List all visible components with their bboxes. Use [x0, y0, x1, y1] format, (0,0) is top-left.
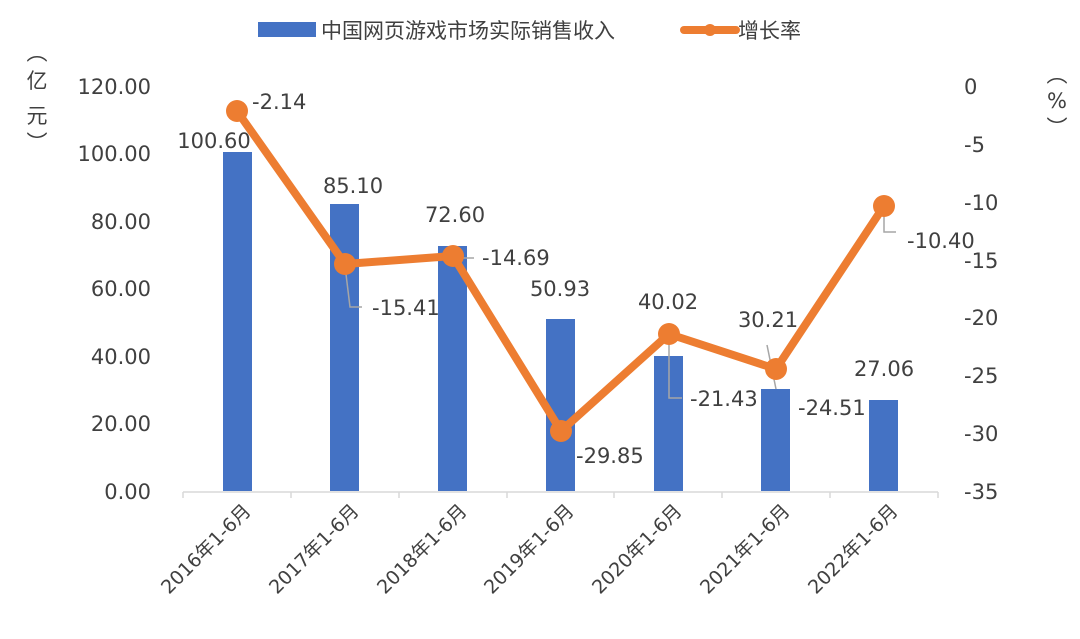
x-tick: 2021年1-6月 [696, 500, 795, 599]
x-tick: 2022年1-6月 [804, 500, 903, 599]
x-tick-labels: 2016年1-6月 2017年1-6月 2018年1-6月 2019年1-6月 … [157, 500, 903, 599]
bar-label: 100.60 [177, 129, 250, 153]
line-label: -14.69 [482, 246, 550, 270]
line-label: -21.43 [690, 387, 758, 411]
legend: 中国网页游戏市场实际销售收入 增长率 [258, 19, 801, 43]
left-tick: 60.00 [91, 277, 151, 301]
x-tick: 2017年1-6月 [265, 500, 364, 599]
right-axis-unit: ︵ % ︶ [1047, 63, 1068, 140]
left-tick: 80.00 [91, 210, 151, 234]
right-tick: -10 [964, 191, 998, 215]
left-unit-paren-open: ︵ [27, 41, 48, 65]
bar-data-labels: 100.60 85.10 72.60 50.93 40.02 30.21 27.… [177, 129, 914, 381]
legend-line-label: 增长率 [738, 19, 801, 43]
line-label: -10.40 [907, 229, 975, 253]
line-label: -2.14 [252, 90, 306, 114]
x-tick: 2020年1-6月 [588, 500, 687, 599]
x-axis [182, 491, 939, 498]
legend-bar-swatch [258, 22, 316, 37]
bar-label: 85.10 [323, 174, 383, 198]
bar-2016 [223, 152, 252, 491]
line-series [226, 100, 895, 442]
bar-2022 [869, 400, 898, 491]
left-tick: 0.00 [104, 480, 151, 504]
right-tick: -5 [964, 133, 985, 157]
bar-label: 72.60 [425, 203, 485, 227]
line-label: -29.85 [576, 444, 644, 468]
left-tick: 120.00 [78, 75, 151, 99]
line-point-2021 [765, 358, 787, 380]
line-point-2018 [442, 245, 464, 267]
right-axis: 0 -5 -10 -15 -20 -25 -30 -35 [964, 75, 998, 504]
bar-2018 [438, 246, 467, 491]
x-tick: 2016年1-6月 [157, 500, 256, 599]
bar-label: 40.02 [638, 290, 698, 314]
bar-2019 [546, 319, 575, 491]
right-tick: -35 [964, 480, 998, 504]
line-point-2017 [334, 253, 356, 275]
left-tick: 20.00 [91, 412, 151, 436]
right-tick: -25 [964, 364, 998, 388]
line-data-labels: -2.14 -15.41 -14.69 -29.85 -21.43 -24.51… [252, 90, 975, 468]
bar-label: 30.21 [738, 308, 798, 332]
legend-line-marker-icon [704, 24, 716, 36]
left-unit-paren-close: ︶ [27, 131, 48, 155]
line-label: -24.51 [798, 396, 866, 420]
left-unit-char-1: 亿 [27, 69, 48, 93]
line-point-2020 [658, 323, 680, 345]
right-tick: 0 [964, 75, 977, 99]
right-tick: -15 [964, 249, 998, 273]
right-unit-char: % [1047, 89, 1067, 113]
legend-bar-label: 中国网页游戏市场实际销售收入 [321, 19, 615, 43]
line-point-2016 [226, 100, 248, 122]
line-label: -15.41 [372, 296, 440, 320]
line-point-2022 [873, 195, 895, 217]
left-axis-unit: ︵ 亿 元 ︶ [27, 41, 48, 155]
x-tick: 2019年1-6月 [480, 500, 579, 599]
bar-2021 [761, 389, 790, 491]
bar-series [223, 152, 898, 491]
right-unit-paren-close: ︶ [1047, 116, 1068, 140]
bar-label: 27.06 [854, 357, 914, 381]
left-axis: 120.00 100.00 80.00 60.00 40.00 20.00 0.… [78, 75, 151, 504]
line-point-2019 [550, 420, 572, 442]
x-tick: 2018年1-6月 [373, 500, 472, 599]
left-tick: 40.00 [91, 345, 151, 369]
right-tick: -30 [964, 422, 998, 446]
left-tick: 100.00 [78, 142, 151, 166]
left-unit-char-2: 元 [27, 104, 48, 128]
bar-label: 50.93 [530, 277, 590, 301]
right-unit-paren-open: ︵ [1047, 63, 1068, 87]
right-tick: -20 [964, 306, 998, 330]
